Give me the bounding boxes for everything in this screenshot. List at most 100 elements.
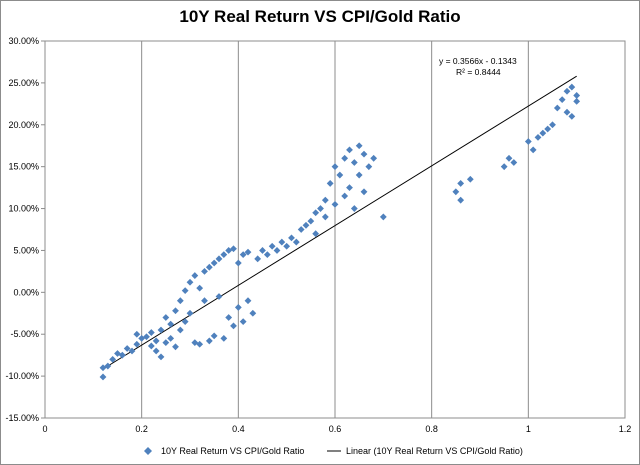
data-point	[201, 267, 208, 275]
data-point	[539, 129, 547, 137]
data-point	[341, 154, 349, 162]
data-point	[573, 97, 581, 105]
data-point	[220, 251, 228, 259]
data-point	[312, 230, 320, 238]
data-point	[524, 138, 532, 145]
trendline-equation: y = 0.3566x - 0.1343 R² = 0.8444	[439, 56, 517, 77]
data-point	[365, 163, 373, 171]
data-point	[273, 247, 281, 254]
data-point	[143, 333, 150, 341]
data-point	[244, 248, 252, 256]
gridlines	[141, 41, 529, 418]
linear-trendline	[102, 75, 577, 370]
y-tick-label: 20.00%	[8, 120, 39, 130]
y-tick-label: -10.00%	[5, 371, 39, 381]
data-point	[350, 159, 358, 166]
data-point	[167, 320, 175, 328]
data-point	[157, 353, 165, 361]
data-point	[302, 221, 310, 229]
data-point	[147, 342, 155, 350]
data-point	[452, 188, 460, 196]
data-point	[544, 125, 552, 133]
y-tick-label: 0.00%	[13, 287, 39, 297]
data-point	[99, 373, 107, 381]
y-tick-label: 15.00%	[8, 162, 39, 172]
data-point	[244, 297, 252, 305]
data-point	[186, 309, 194, 317]
x-axis-tick-labels: 0 0.2 0.4 0.6 0.8 1 1.2	[42, 424, 631, 434]
data-point	[152, 337, 160, 345]
equation-label: y = 0.3566x - 0.1343	[439, 56, 517, 66]
data-point	[239, 318, 247, 326]
data-point	[457, 196, 465, 204]
data-point	[317, 205, 324, 212]
data-point	[133, 340, 141, 348]
data-point	[234, 259, 242, 267]
data-point	[466, 175, 474, 183]
data-point	[336, 171, 344, 179]
data-point	[341, 192, 349, 200]
data-point	[297, 226, 305, 233]
data-point	[176, 297, 184, 305]
data-point	[360, 150, 368, 158]
data-point	[346, 146, 353, 154]
data-point	[109, 355, 117, 363]
data-point	[249, 309, 257, 317]
data-point	[152, 347, 160, 355]
chart-title: 10Y Real Return VS CPI/Gold Ratio	[179, 7, 461, 26]
data-point	[370, 154, 378, 162]
scatter-points	[99, 83, 581, 381]
data-point	[220, 335, 228, 342]
data-point	[505, 154, 513, 162]
x-tick-label: 0.2	[135, 424, 148, 434]
data-point	[167, 335, 175, 342]
y-tick-label: -5.00%	[10, 329, 39, 339]
data-point	[181, 287, 189, 295]
y-tick-label: 30.00%	[8, 36, 39, 46]
data-point	[500, 163, 508, 171]
x-tick-label: 1.2	[619, 424, 632, 434]
data-point	[331, 163, 339, 171]
data-point	[201, 297, 208, 305]
data-point	[147, 329, 155, 336]
data-point	[230, 322, 237, 330]
y-axis-tick-labels: -15.00% -10.00% -5.00% 0.00% 5.00% 10.00% 15.0…	[5, 36, 45, 423]
data-point	[133, 330, 141, 338]
data-point	[457, 180, 465, 187]
x-tick-label: 0	[42, 424, 47, 434]
y-tick-label: -15.00%	[5, 413, 39, 423]
data-point	[549, 121, 556, 129]
data-point	[288, 234, 295, 242]
data-point	[331, 200, 339, 208]
data-point	[215, 255, 223, 263]
legend-label-trendline: Linear (10Y Real Return VS CPI/Gold Rati…	[346, 446, 523, 456]
r-squared-label: R² = 0.8444	[456, 67, 501, 77]
x-tick-label: 1	[526, 424, 531, 434]
data-point	[205, 263, 213, 271]
data-point	[563, 108, 571, 116]
data-point	[162, 339, 170, 346]
data-point	[172, 307, 179, 315]
legend: 10Y Real Return VS CPI/Gold Ratio Linear…	[144, 446, 523, 456]
data-point	[239, 251, 247, 259]
data-point	[321, 196, 329, 204]
data-point	[172, 343, 179, 351]
data-point	[321, 213, 329, 221]
data-point	[292, 238, 300, 246]
data-point	[123, 345, 131, 352]
data-point	[186, 278, 194, 286]
data-point	[568, 113, 576, 120]
x-tick-label: 0.6	[329, 424, 342, 434]
legend-marker-diamond	[144, 447, 152, 455]
data-point	[104, 362, 112, 370]
data-point	[234, 304, 242, 311]
data-point	[157, 326, 165, 334]
data-point	[379, 213, 387, 221]
x-tick-label: 0.8	[425, 424, 438, 434]
data-point	[118, 351, 126, 359]
data-point	[263, 251, 271, 259]
data-point	[210, 332, 218, 340]
y-tick-label: 10.00%	[8, 204, 39, 214]
